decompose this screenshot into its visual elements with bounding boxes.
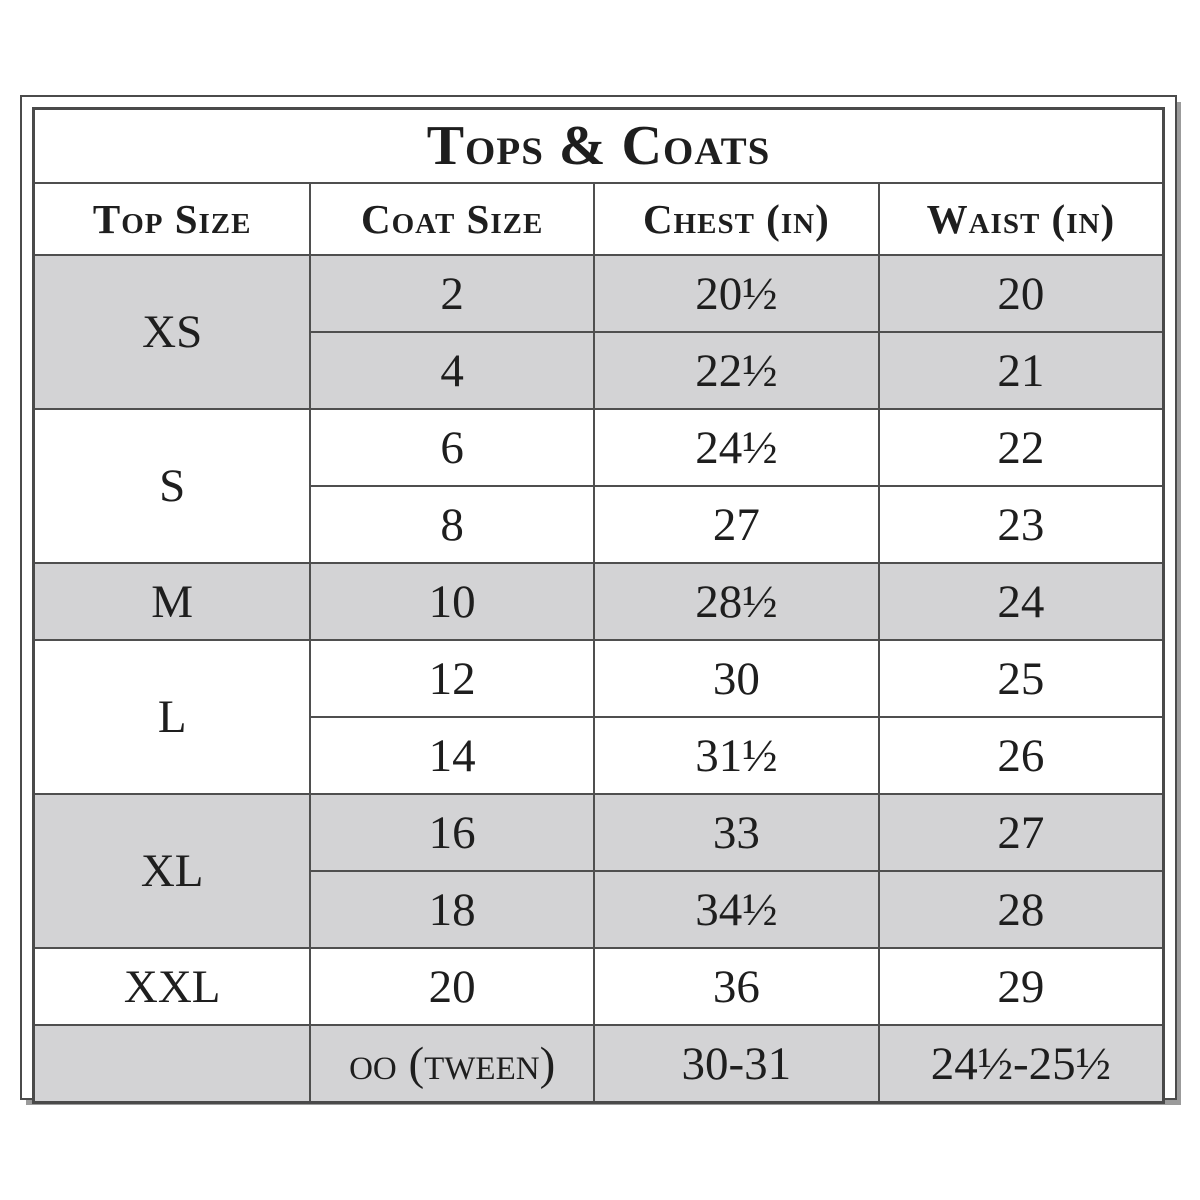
table-row: S 6 24½ 22: [32, 408, 1165, 564]
column-header-chest: Chest (in): [592, 182, 880, 256]
header-row: Top Size Coat Size Chest (in) Waist (in): [32, 182, 1165, 256]
table-row: L 12 30 25: [32, 639, 1165, 795]
top-size-label-l: L: [32, 639, 312, 795]
chest-cell: 33: [592, 793, 880, 872]
coat-size-cell: oo (tween): [309, 1024, 595, 1104]
table-row: XXL 20 36 29: [32, 947, 1165, 1026]
chest-cell: 20½: [592, 254, 880, 333]
chest-cell: 27: [592, 485, 880, 564]
waist-cell: 23: [877, 485, 1165, 564]
top-size-label-m: M: [32, 562, 312, 641]
table-row: 4 22½ 21: [34, 331, 1165, 410]
chest-cell: 28½: [592, 562, 880, 641]
table-row: 8 27 23: [34, 485, 1165, 564]
top-size-label-xl: XL: [32, 793, 312, 949]
coat-size-cell: 4: [309, 331, 595, 410]
top-size-label-s: S: [32, 408, 312, 564]
column-header-coat-size: Coat Size: [309, 182, 595, 256]
table-row: 14 31½ 26: [34, 716, 1165, 795]
coat-size-cell: 12: [309, 639, 595, 718]
column-header-top-size: Top Size: [32, 182, 312, 256]
waist-cell: 24½-25½: [877, 1024, 1165, 1104]
chest-cell: 31½: [592, 716, 880, 795]
coat-size-cell: 16: [309, 793, 595, 872]
waist-cell: 21: [877, 331, 1165, 410]
chest-cell: 24½: [592, 408, 880, 487]
size-chart-table: Tops & Coats Top Size Coat Size Chest (i…: [32, 107, 1165, 1104]
waist-cell: 24: [877, 562, 1165, 641]
table-row: oo (tween) 30-31 24½-25½: [32, 1024, 1165, 1104]
top-size-label-xs: XS: [32, 254, 312, 410]
table-row: XL 16 33 27: [32, 793, 1165, 949]
coat-size-cell: 2: [309, 254, 595, 333]
column-header-waist: Waist (in): [877, 182, 1165, 256]
waist-cell: 26: [877, 716, 1165, 795]
waist-cell: 25: [877, 639, 1165, 718]
table-title: Tops & Coats: [32, 107, 1165, 184]
waist-cell: 28: [877, 870, 1165, 949]
chest-cell: 22½: [592, 331, 880, 410]
chest-cell: 30: [592, 639, 880, 718]
title-row: Tops & Coats: [32, 107, 1165, 184]
table-row: M 10 28½ 24: [32, 562, 1165, 641]
waist-cell: 27: [877, 793, 1165, 872]
coat-size-cell: 18: [309, 870, 595, 949]
coat-size-cell: 8: [309, 485, 595, 564]
top-size-label-empty: [32, 1024, 312, 1104]
table-row: XS 2 20½ 20: [32, 254, 1165, 410]
waist-cell: 20: [877, 254, 1165, 333]
coat-size-cell: 10: [309, 562, 595, 641]
coat-size-cell: 20: [309, 947, 595, 1026]
table-row: 18 34½ 28: [34, 870, 1165, 949]
chest-cell: 30-31: [592, 1024, 880, 1104]
size-chart-frame: Tops & Coats Top Size Coat Size Chest (i…: [20, 95, 1177, 1104]
coat-size-cell: 6: [309, 408, 595, 487]
waist-cell: 22: [877, 408, 1165, 487]
chest-cell: 34½: [592, 870, 880, 949]
coat-size-cell: 14: [309, 716, 595, 795]
waist-cell: 29: [877, 947, 1165, 1026]
top-size-label-xxl: XXL: [32, 947, 312, 1026]
chest-cell: 36: [592, 947, 880, 1026]
